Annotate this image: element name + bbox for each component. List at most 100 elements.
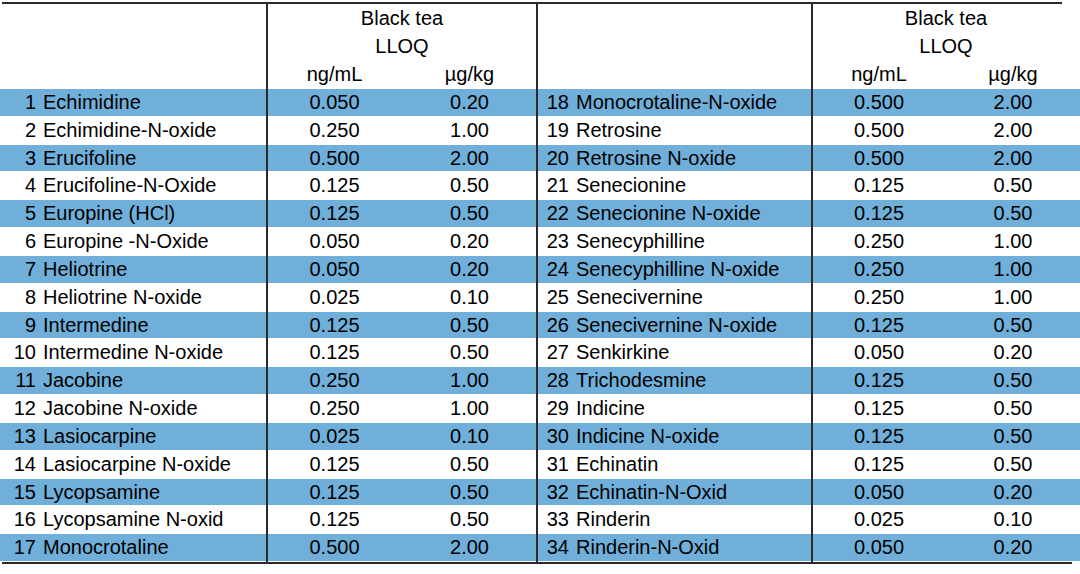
table-divider-middle — [536, 2, 538, 564]
compound-name-cell: 18 Monocrotaline-N-oxide — [537, 91, 812, 114]
lloq-ng-per-ml-value: 0.125 — [267, 314, 402, 337]
compound-name-cell: 1 Echimidine — [0, 91, 267, 114]
unit-labels: ng/mL µg/kg — [267, 60, 537, 88]
header-group-right: Black tea LLOQ ng/mL µg/kg — [812, 4, 1080, 88]
compound-name-cell: 34 Rinderin-N-Oxid — [537, 536, 812, 559]
compound-name: Senecivernine N-oxide — [576, 314, 777, 337]
compound-name-cell: 27 Senkirkine — [537, 341, 812, 364]
table-row: 13 Lasiocarpine 0.025 0.10 — [0, 422, 537, 451]
compound-name-cell: 23 Senecyphilline — [537, 230, 812, 253]
unit-ng-per-ml-label: ng/mL — [812, 60, 946, 88]
compound-name-cell: 28 Trichodesmine — [537, 369, 812, 392]
compound-number: 23 — [543, 230, 569, 253]
compound-name: Retrosine — [576, 119, 662, 142]
lloq-ug-per-kg-value: 0.50 — [402, 453, 537, 476]
compound-name-cell: 19 Retrosine — [537, 119, 812, 142]
lloq-ng-per-ml-value: 0.125 — [812, 453, 946, 476]
compound-number: 20 — [543, 147, 569, 170]
compound-number: 21 — [543, 174, 569, 197]
lloq-ug-per-kg-value: 0.10 — [402, 425, 537, 448]
compound-name: Senecyphilline N-oxide — [576, 258, 779, 281]
compound-name: Echinatin-N-Oxid — [576, 481, 727, 504]
unit-ug-per-kg-label: µg/kg — [402, 60, 537, 88]
compound-name: Erucifoline — [43, 147, 136, 170]
lloq-ug-per-kg-value: 0.10 — [402, 286, 537, 309]
compound-number: 24 — [543, 258, 569, 281]
lloq-ng-per-ml-value: 0.500 — [812, 147, 946, 170]
lloq-ng-per-ml-value: 0.125 — [267, 202, 402, 225]
lloq-ng-per-ml-value: 0.500 — [267, 536, 402, 559]
lloq-ng-per-ml-value: 0.125 — [812, 174, 946, 197]
compound-name-cell: 4 Erucifoline-N-Oxide — [0, 174, 267, 197]
lloq-ng-per-ml-value: 0.025 — [267, 425, 402, 448]
table-row: 24 Senecyphilline N-oxide 0.250 1.00 — [537, 255, 1080, 284]
compound-name-cell: 15 Lycopsamine — [0, 481, 267, 504]
lloq-ug-per-kg-value: 1.00 — [402, 369, 537, 392]
lloq-ng-per-ml-value: 0.125 — [267, 174, 402, 197]
table-row: 19 Retrosine 0.500 2.00 — [537, 117, 1080, 144]
compound-name: Senecyphilline — [576, 230, 705, 253]
compound-name-cell: 8 Heliotrine N-oxide — [0, 286, 267, 309]
compound-number: 9 — [6, 314, 36, 337]
lloq-ng-per-ml-value: 0.050 — [267, 258, 402, 281]
compound-name: Echimidine-N-oxide — [43, 119, 216, 142]
compound-number: 22 — [543, 202, 569, 225]
compound-number: 34 — [543, 536, 569, 559]
lloq-ng-per-ml-value: 0.025 — [812, 508, 946, 531]
table-row: 9 Intermedine 0.125 0.50 — [0, 311, 537, 340]
lloq-ug-per-kg-value: 2.00 — [402, 147, 537, 170]
compound-number: 30 — [543, 425, 569, 448]
compound-name-cell: 16 Lycopsamine N-oxid — [0, 508, 267, 531]
compound-name-cell: 9 Intermedine — [0, 314, 267, 337]
compound-number: 31 — [543, 453, 569, 476]
lloq-ng-per-ml-value: 0.050 — [812, 536, 946, 559]
lloq-ug-per-kg-value: 2.00 — [946, 147, 1080, 170]
compound-number: 28 — [543, 369, 569, 392]
compound-name: Europine -N-Oxide — [43, 230, 209, 253]
lloq-ng-per-ml-value: 0.500 — [812, 91, 946, 114]
lloq-ng-per-ml-value: 0.250 — [812, 286, 946, 309]
lloq-ng-per-ml-value: 0.125 — [267, 508, 402, 531]
table-row: 17 Monocrotaline 0.500 2.00 — [0, 533, 537, 562]
table-row: 22 Senecionine N-oxide 0.125 0.50 — [537, 199, 1080, 228]
lloq-ug-per-kg-value: 2.00 — [946, 91, 1080, 114]
compound-name: Senecionine — [576, 174, 686, 197]
compound-name: Senkirkine — [576, 341, 669, 364]
compound-name-cell: 3 Erucifoline — [0, 147, 267, 170]
compound-name: Retrosine N-oxide — [576, 147, 736, 170]
table-row: 11 Jacobine 0.250 1.00 — [0, 366, 537, 395]
table-row: 20 Retrosine N-oxide 0.500 2.00 — [537, 144, 1080, 173]
table-row: 25 Senecivernine 0.250 1.00 — [537, 284, 1080, 311]
lloq-ug-per-kg-value: 1.00 — [402, 397, 537, 420]
table-row: 5 Europine (HCl) 0.125 0.50 — [0, 199, 537, 228]
lloq-ug-per-kg-value: 2.00 — [946, 119, 1080, 142]
compound-name: Monocrotaline — [43, 536, 169, 559]
lloq-ug-per-kg-value: 1.00 — [946, 258, 1080, 281]
sample-label: Black tea — [812, 4, 1080, 32]
table-row: 10 Intermedine N-oxide 0.125 0.50 — [0, 339, 537, 366]
compound-number: 8 — [6, 286, 36, 309]
sample-label: Black tea — [267, 4, 537, 32]
compound-name-cell: 32 Echinatin-N-Oxid — [537, 481, 812, 504]
lloq-ug-per-kg-value: 1.00 — [946, 286, 1080, 309]
compound-number: 3 — [6, 147, 36, 170]
compound-number: 6 — [6, 230, 36, 253]
unit-ug-per-kg-label: µg/kg — [946, 60, 1080, 88]
compound-name: Rinderin-N-Oxid — [576, 536, 719, 559]
lloq-ng-per-ml-value: 0.050 — [267, 91, 402, 114]
lloq-ng-per-ml-value: 0.025 — [267, 286, 402, 309]
compound-number: 17 — [6, 536, 36, 559]
lloq-ug-per-kg-value: 0.50 — [402, 481, 537, 504]
compound-name: Lycopsamine N-oxid — [43, 508, 223, 531]
table-row: 18 Monocrotaline-N-oxide 0.500 2.00 — [537, 88, 1080, 117]
compound-number: 2 — [6, 119, 36, 142]
lloq-ng-per-ml-value: 0.125 — [267, 481, 402, 504]
compound-name: Rinderin — [576, 508, 650, 531]
lloq-ug-per-kg-value: 0.50 — [402, 202, 537, 225]
compound-name-cell: 24 Senecyphilline N-oxide — [537, 258, 812, 281]
compound-name: Trichodesmine — [576, 369, 706, 392]
table-row: 2 Echimidine-N-oxide 0.250 1.00 — [0, 117, 537, 144]
header-group-left: Black tea LLOQ ng/mL µg/kg — [267, 4, 537, 88]
compound-name: Europine (HCl) — [43, 202, 175, 225]
lloq-ug-per-kg-value: 0.20 — [402, 258, 537, 281]
